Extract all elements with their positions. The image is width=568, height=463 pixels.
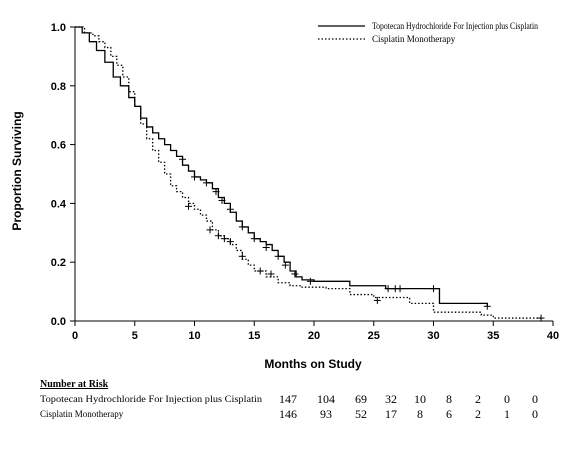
legend-label-topotecan: Topotecan Hydrochloride For Injection pl… bbox=[372, 21, 538, 31]
x-axis-title: Months on Study bbox=[264, 357, 362, 371]
series-line-cisplatin bbox=[75, 26, 542, 319]
censor-mark bbox=[281, 261, 289, 269]
series-line-topotecan bbox=[75, 26, 488, 307]
x-tick-label: 35 bbox=[487, 330, 499, 342]
censor-mark bbox=[179, 155, 187, 163]
x-tick-label: 20 bbox=[308, 330, 320, 342]
x-tick-label: 30 bbox=[427, 330, 439, 342]
risk-value: 1 bbox=[504, 407, 510, 421]
censor-mark bbox=[206, 226, 214, 234]
y-tick-label: 0.0 bbox=[51, 316, 66, 328]
y-tick-label: 0.2 bbox=[51, 257, 66, 269]
risk-value: 2 bbox=[475, 392, 481, 406]
x-tick-label: 0 bbox=[72, 330, 78, 342]
censor-mark bbox=[430, 285, 437, 293]
risk-row-label-cisplatin: Cisplatin Monotherapy bbox=[40, 409, 124, 419]
censor-mark bbox=[220, 235, 228, 243]
censor-mark bbox=[212, 188, 220, 196]
censor-mark bbox=[218, 196, 226, 204]
plot-axes bbox=[74, 27, 553, 322]
risk-table: Number at Risk Topotecan Hydrochloride F… bbox=[40, 379, 538, 421]
y-tick-label: 0.8 bbox=[51, 81, 66, 93]
censor-mark bbox=[396, 285, 404, 293]
censor-mark bbox=[306, 277, 314, 285]
risk-value: 146 bbox=[279, 407, 297, 421]
risk-value: 17 bbox=[385, 407, 397, 421]
risk-row-label-topotecan: Topotecan Hydrochloride For Injection pl… bbox=[40, 394, 263, 404]
censor-mark bbox=[373, 296, 381, 304]
risk-value: 69 bbox=[355, 392, 367, 406]
x-ticks: 0 5 10 15 20 25 30 35 40 bbox=[72, 321, 559, 342]
risk-value: 10 bbox=[414, 392, 426, 406]
censor-mark bbox=[250, 235, 258, 243]
censor-mark bbox=[214, 232, 222, 240]
censor-mark bbox=[191, 173, 198, 181]
risk-value: 8 bbox=[446, 392, 452, 406]
y-ticks: 0.0 0.2 0.4 0.6 0.8 1.0 bbox=[51, 22, 75, 328]
censor-mark bbox=[238, 223, 246, 231]
x-tick-label: 10 bbox=[188, 330, 200, 342]
y-tick-label: 1.0 bbox=[51, 22, 66, 34]
legend-label-cisplatin: Cisplatin Monotherapy bbox=[372, 34, 456, 44]
censor-mark bbox=[185, 202, 193, 210]
censor-mark bbox=[483, 302, 491, 310]
risk-value: 147 bbox=[279, 392, 297, 406]
censor-mark bbox=[238, 252, 246, 260]
x-tick-label: 40 bbox=[547, 330, 559, 342]
censor-mark bbox=[202, 179, 210, 187]
risk-value: 2 bbox=[475, 407, 481, 421]
censor-mark bbox=[267, 270, 275, 278]
risk-value: 0 bbox=[532, 407, 538, 421]
risk-value: 32 bbox=[385, 392, 397, 406]
y-axis-title: Proportion Surviving bbox=[10, 111, 24, 230]
risk-value: 0 bbox=[504, 392, 510, 406]
censor-mark bbox=[256, 267, 264, 275]
censor-mark bbox=[274, 252, 282, 260]
censor-mark bbox=[291, 270, 299, 278]
censor-mark bbox=[262, 244, 270, 251]
risk-value: 52 bbox=[355, 407, 367, 421]
x-tick-label: 25 bbox=[368, 330, 380, 342]
risk-value: 8 bbox=[417, 407, 423, 421]
risk-value: 104 bbox=[317, 392, 335, 406]
y-tick-label: 0.4 bbox=[51, 198, 67, 210]
series-group bbox=[75, 26, 545, 322]
risk-value: 93 bbox=[320, 407, 332, 421]
x-tick-label: 15 bbox=[248, 330, 260, 342]
risk-table-title: Number at Risk bbox=[40, 379, 109, 390]
legend: Topotecan Hydrochloride For Injection pl… bbox=[318, 21, 538, 44]
censor-mark bbox=[226, 238, 234, 246]
x-tick-label: 5 bbox=[132, 330, 138, 342]
y-tick-label: 0.6 bbox=[51, 140, 66, 152]
censor-mark bbox=[226, 205, 234, 213]
censor-mark bbox=[537, 314, 545, 322]
risk-value: 0 bbox=[532, 392, 538, 406]
risk-value: 6 bbox=[446, 407, 452, 421]
censor-mark bbox=[384, 285, 392, 293]
